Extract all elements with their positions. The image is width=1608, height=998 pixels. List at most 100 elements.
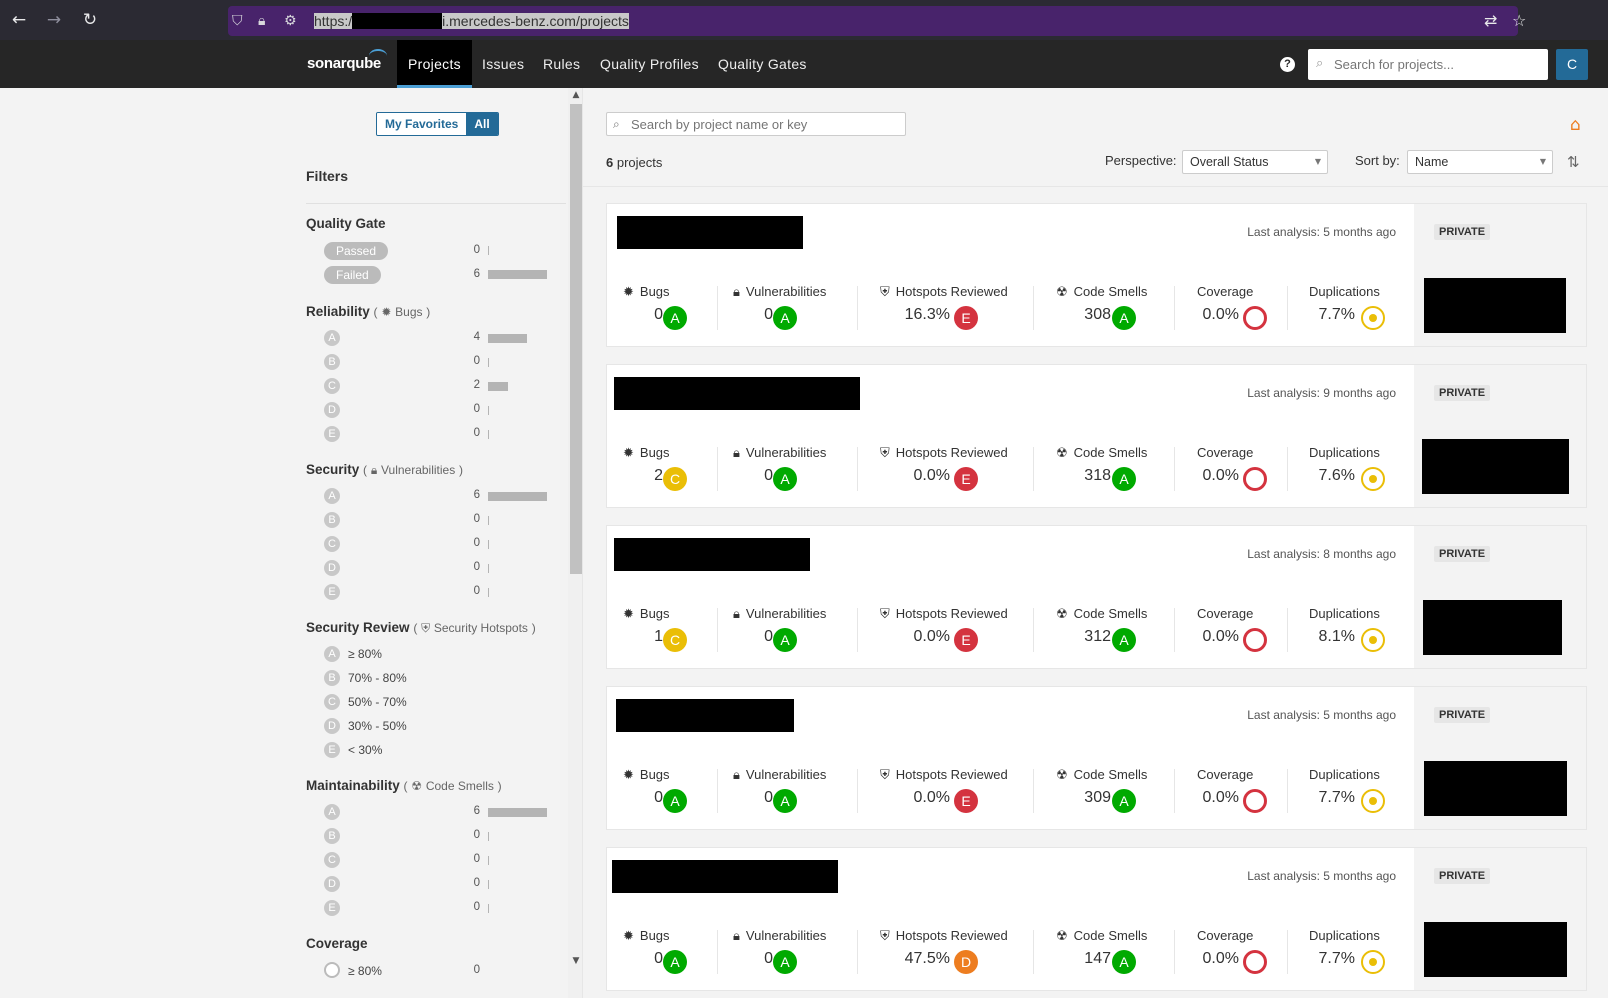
coverage-donut-icon[interactable] [1243, 467, 1267, 491]
project-name-redaction[interactable] [614, 377, 860, 410]
sonarqube-logo[interactable]: sonarqube [307, 49, 387, 72]
filter-grade-b[interactable]: B [324, 354, 340, 370]
metric-hotspots[interactable]: ⛨ Hotspots Reviewed 16.3% E [880, 284, 1010, 336]
metric-bugs[interactable]: ✹ Bugs 2 C [623, 445, 753, 497]
nav-quality-profiles[interactable]: Quality Profiles [600, 56, 699, 72]
metric-vulns[interactable]: 🔒︎ Vulnerabilities 0 A [733, 606, 863, 658]
project-card[interactable]: Last analysis: 5 months ago ✹ Bugs 0 A 🔒︎ Vuln… [606, 847, 1587, 991]
filter-option-label[interactable]: ≥ 80% [348, 647, 382, 661]
metric-vulns[interactable]: 🔒︎ Vulnerabilities 0 A [733, 445, 863, 497]
filter-grade-d[interactable]: D [324, 560, 340, 576]
metric-hotspots[interactable]: ⛨ Hotspots Reviewed 0.0% E [880, 606, 1010, 658]
rating-badge[interactable]: A [773, 628, 797, 652]
rating-badge[interactable]: E [954, 306, 978, 330]
duplications-donut-icon[interactable] [1361, 789, 1385, 813]
project-card[interactable]: Last analysis: 5 months ago ✹ Bugs 0 A 🔒︎ Vuln… [606, 203, 1587, 347]
metric-coverage[interactable]: Coverage 0.0% [1197, 445, 1327, 497]
duplications-donut-icon[interactable] [1361, 950, 1385, 974]
sort-order-icon[interactable]: ⇅ [1567, 153, 1580, 171]
metric-bugs[interactable]: ✹ Bugs 0 A [623, 284, 753, 336]
coverage-donut-icon[interactable] [1243, 950, 1267, 974]
rating-badge[interactable]: A [1112, 306, 1136, 330]
metric-hotspots[interactable]: ⛨ Hotspots Reviewed 0.0% E [880, 445, 1010, 497]
filter-grade-b[interactable]: B [324, 670, 340, 686]
filter-grade-c[interactable]: C [324, 378, 340, 394]
rating-badge[interactable]: A [663, 306, 687, 330]
forward-arrow-icon[interactable]: → [46, 10, 62, 30]
rating-badge[interactable]: A [773, 467, 797, 491]
rating-badge[interactable]: A [1112, 628, 1136, 652]
filter-grade-d[interactable]: D [324, 876, 340, 892]
metric-smells[interactable]: ☢ Code Smells 312 A [1056, 606, 1186, 658]
metric-smells[interactable]: ☢ Code Smells 309 A [1056, 767, 1186, 819]
metric-hotspots[interactable]: ⛨ Hotspots Reviewed 47.5% D [880, 928, 1010, 980]
coverage-donut-icon[interactable] [1243, 306, 1267, 330]
reload-icon[interactable]: ↻ [82, 10, 98, 30]
metric-bugs[interactable]: ✹ Bugs 0 A [623, 928, 753, 980]
project-card[interactable]: Last analysis: 8 months ago ✹ Bugs 1 C 🔒︎ Vuln… [606, 525, 1587, 669]
global-search[interactable]: ⌕ [1308, 49, 1548, 80]
nav-rules[interactable]: Rules [543, 56, 581, 72]
rating-badge[interactable]: C [663, 467, 687, 491]
metric-duplications[interactable]: Duplications 7.7% [1309, 928, 1439, 980]
shield-icon[interactable]: ⛉ [232, 13, 243, 29]
filter-option-passed[interactable]: Passed [324, 242, 389, 260]
metric-duplications[interactable]: Duplications 7.7% [1309, 284, 1439, 336]
filter-grade-e[interactable]: E [324, 742, 340, 758]
metric-vulns[interactable]: 🔒︎ Vulnerabilities 0 A [733, 928, 863, 980]
filter-grade-e[interactable]: E [324, 426, 340, 442]
url-bar[interactable]: ⛉ 🔒︎ ⚙ https:/ i.mercedes-benz.com/projec… [228, 6, 1526, 36]
project-card[interactable]: Last analysis: 5 months ago ✹ Bugs 0 A 🔒︎ Vuln… [606, 686, 1587, 830]
nav-issues[interactable]: Issues [482, 56, 525, 72]
filter-grade-d[interactable]: D [324, 718, 340, 734]
project-search-input[interactable] [631, 115, 901, 133]
duplications-donut-icon[interactable] [1361, 628, 1385, 652]
global-search-input[interactable] [1334, 53, 1539, 75]
rating-badge[interactable]: E [954, 628, 978, 652]
rating-badge[interactable]: C [663, 628, 687, 652]
filter-grade-a[interactable]: A [324, 330, 340, 346]
duplications-donut-icon[interactable] [1361, 467, 1385, 491]
rating-badge[interactable]: D [954, 950, 978, 974]
project-name-redaction[interactable] [614, 538, 810, 571]
filter-grade-c[interactable]: C [324, 536, 340, 552]
lock-icon[interactable]: 🔒︎ [258, 13, 266, 29]
coverage-donut-icon[interactable] [1243, 789, 1267, 813]
project-card[interactable]: Last analysis: 9 months ago ✹ Bugs 2 C 🔒︎ Vuln… [606, 364, 1587, 508]
translate-icon[interactable]: ⇄ [1484, 11, 1498, 30]
rating-badge[interactable]: A [1112, 467, 1136, 491]
rating-badge[interactable]: E [954, 467, 978, 491]
sidebar-scrollbar-thumb[interactable] [570, 104, 582, 574]
metric-smells[interactable]: ☢ Code Smells 308 A [1056, 284, 1186, 336]
project-name-redaction[interactable] [616, 699, 794, 732]
perspective-select[interactable]: Overall Status ▼ [1182, 150, 1328, 174]
user-avatar[interactable]: C [1556, 49, 1588, 80]
rating-badge[interactable]: A [773, 789, 797, 813]
filter-grade-c[interactable]: C [324, 852, 340, 868]
metric-duplications[interactable]: Duplications 7.7% [1309, 767, 1439, 819]
filter-grade-d[interactable]: D [324, 402, 340, 418]
metric-vulns[interactable]: 🔒︎ Vulnerabilities 0 A [733, 284, 863, 336]
metric-hotspots[interactable]: ⛨ Hotspots Reviewed 0.0% E [880, 767, 1010, 819]
filter-grade-a[interactable]: A [324, 488, 340, 504]
filter-grade-b[interactable]: B [324, 512, 340, 528]
metric-bugs[interactable]: ✹ Bugs 0 A [623, 767, 753, 819]
scroll-down-icon[interactable]: ▼ [572, 956, 580, 966]
filter-grade-a[interactable]: A [324, 646, 340, 662]
coverage-donut-icon[interactable] [324, 962, 340, 978]
metric-coverage[interactable]: Coverage 0.0% [1197, 767, 1327, 819]
rating-badge[interactable]: A [1112, 789, 1136, 813]
metric-vulns[interactable]: 🔒︎ Vulnerabilities 0 A [733, 767, 863, 819]
rating-badge[interactable]: A [1112, 950, 1136, 974]
sortby-select[interactable]: Name ▼ [1407, 150, 1553, 174]
coverage-donut-icon[interactable] [1243, 628, 1267, 652]
filter-option-label[interactable]: 50% - 70% [348, 695, 407, 709]
home-icon[interactable]: ⌂ [1570, 115, 1581, 135]
metric-bugs[interactable]: ✹ Bugs 1 C [623, 606, 753, 658]
metric-coverage[interactable]: Coverage 0.0% [1197, 284, 1327, 336]
project-name-redaction[interactable] [612, 860, 838, 893]
filter-grade-c[interactable]: C [324, 694, 340, 710]
my-favorites-button[interactable]: My Favorites [377, 113, 467, 135]
all-button[interactable]: All [466, 113, 498, 135]
metric-coverage[interactable]: Coverage 0.0% [1197, 606, 1327, 658]
